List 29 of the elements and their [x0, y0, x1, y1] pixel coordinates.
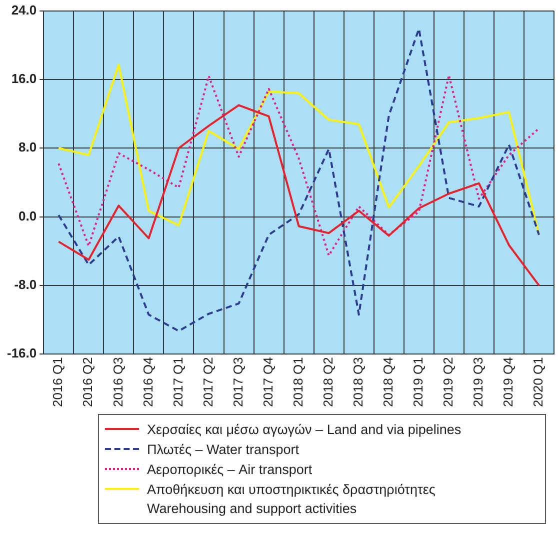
x-tick-label: 2018 Q3: [350, 357, 366, 407]
y-tick-label: 0.0: [18, 208, 37, 224]
y-tick-label: -16.0: [6, 346, 37, 361]
x-tick-label: 2018 Q2: [320, 357, 336, 407]
legend-label: Πλωτές – Water transport: [147, 441, 300, 459]
y-tick-label: 8.0: [18, 140, 37, 155]
x-tick-label: 2017 Q1: [170, 357, 186, 407]
x-tick-label: 2019 Q2: [440, 357, 456, 407]
x-tick-label: 2018 Q1: [290, 357, 306, 407]
legend-label: Αποθήκευση και υποστηρικτικές δραστηριότητες Warehousing and support activities: [147, 481, 436, 518]
y-tick-label: -8.0: [14, 277, 37, 292]
x-tick-label: 2017 Q4: [260, 357, 276, 407]
y-tick-label: 16.0: [11, 71, 37, 86]
x-tick-label: 2019 Q1: [410, 357, 426, 407]
x-tick-label: 2018 Q4: [380, 357, 396, 407]
x-tick-label: 2016 Q3: [110, 357, 126, 407]
x-tick-label: 2020 Q1: [530, 357, 546, 407]
x-tick-label: 2017 Q2: [200, 357, 216, 407]
legend-label: Αεροπορικές – Air transport: [147, 461, 312, 479]
y-tick-label: 24.0: [11, 2, 37, 18]
x-tick-label: 2016 Q4: [140, 357, 156, 407]
line-series: [58, 28, 540, 332]
x-tick-label: 2019 Q4: [500, 357, 516, 407]
line-series: [58, 74, 540, 256]
x-tick-label: 2019 Q3: [470, 357, 486, 407]
x-tick-label: 2016 Q2: [80, 357, 96, 407]
x-tick-label: 2016 Q1: [50, 357, 66, 407]
x-tick-label: 2017 Q3: [230, 357, 246, 407]
legend-label: Χερσαίες και μέσω αγωγών – Land and via pipelines: [147, 421, 462, 439]
